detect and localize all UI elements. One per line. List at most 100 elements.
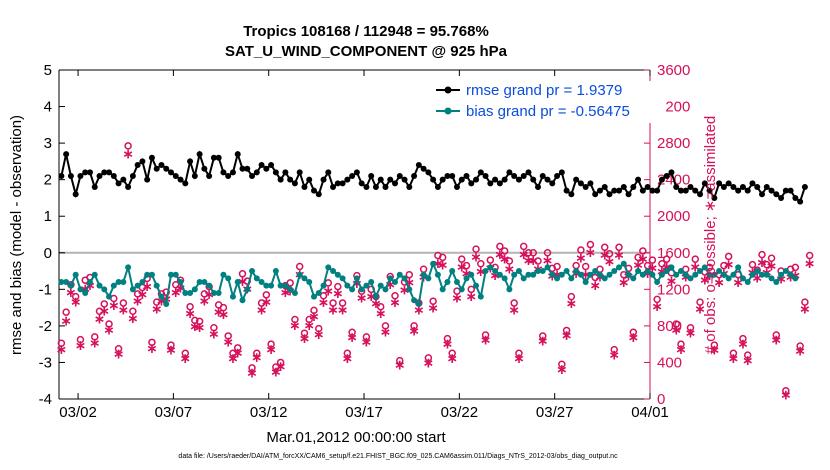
rmse-point: [673, 183, 680, 190]
obs-possible-marker: [519, 242, 528, 251]
bias-point: [258, 279, 265, 286]
bias-point: [396, 271, 403, 278]
obs-assimilated-marker: ∗: [194, 320, 206, 336]
rmse-point: [744, 187, 751, 194]
obs-possible-marker: [743, 351, 752, 359]
rmse-point: [511, 173, 518, 180]
obs-assimilated-marker: ∗: [322, 283, 334, 299]
bias-point: [635, 268, 642, 275]
obs-assimilated-marker: ∗: [451, 291, 463, 307]
obs-possible-marker: [105, 320, 113, 328]
chart-subtitle: SAT_U_WIND_COMPONENT @ 925 hPa: [225, 43, 508, 60]
rmse-point: [468, 180, 475, 187]
bias-point: [568, 275, 575, 282]
bias-point: [749, 271, 756, 278]
rmse-point: [129, 173, 136, 180]
rmse-point: [601, 183, 608, 190]
bias-point: [415, 300, 422, 307]
bias-point: [582, 279, 589, 286]
obs-possible-marker: [672, 320, 680, 328]
rmse-point: [253, 169, 260, 176]
bias-point: [115, 279, 122, 286]
rmse-point: [234, 151, 241, 158]
obs-possible-marker: [410, 322, 418, 330]
bias-point: [282, 282, 289, 289]
obs-assimilated-marker: ∗: [365, 289, 377, 305]
obs-assimilated-marker: ∗: [265, 342, 277, 358]
obs-possible-marker: [324, 279, 333, 287]
bias-point: [244, 286, 251, 293]
y-tick-label-right: 2000: [657, 208, 690, 225]
chart-title: Tropics 108168 / 112948 = 95.768%: [243, 23, 489, 40]
obs-possible-marker: [562, 326, 571, 335]
obs-possible-marker: [262, 291, 271, 299]
bias-point: [492, 268, 499, 275]
bias-point: [201, 279, 208, 286]
rmse-point: [434, 183, 441, 190]
obs-assimilated-marker: ∗: [461, 266, 473, 282]
bias-point: [730, 271, 737, 278]
rmse-point: [301, 183, 308, 190]
obs-possible-marker: [586, 240, 595, 249]
rmse-point: [668, 169, 675, 176]
obs-assimilated-marker: ∗: [103, 323, 115, 339]
bias-point: [401, 275, 408, 282]
obs-assimilated-marker: ∗: [556, 362, 568, 378]
rmse-point: [720, 183, 727, 190]
rmse-point: [382, 183, 389, 190]
obs-assimilated-marker: ∗: [132, 293, 144, 309]
obs-assimilated-marker: ∗: [260, 294, 272, 310]
bias-point: [496, 271, 503, 278]
obs-possible-marker: [219, 303, 228, 312]
obs-assimilated-marker: ∗: [141, 279, 153, 295]
bias-point: [177, 279, 184, 286]
bias-point: [515, 268, 522, 275]
bias-point: [129, 286, 136, 293]
obs-assimilated-marker: ∗: [456, 260, 468, 276]
legend: rmse grand pr = 1.9379 bias grand pr = -…: [431, 81, 665, 123]
y-tick-label-right: 400: [657, 354, 682, 371]
bias-point: [673, 271, 680, 278]
bias-point: [596, 271, 603, 278]
obs-assimilated-marker: ∗: [756, 255, 768, 271]
x-tick-label: 03/27: [536, 404, 574, 421]
bias-point: [444, 279, 451, 286]
rmse-point: [534, 183, 541, 190]
rmse-point: [225, 173, 232, 180]
obs-assimilated-marker: ∗: [675, 342, 687, 358]
rmse-point: [458, 176, 465, 183]
rmse-point: [544, 176, 551, 183]
obs-possible-marker: [801, 298, 809, 306]
obs-assimilated-marker: ∗: [580, 267, 592, 283]
rmse-point: [249, 173, 256, 180]
bias-point: [706, 271, 713, 278]
bias-point: [363, 282, 370, 289]
rmse-point: [501, 176, 508, 183]
bias-point: [67, 282, 74, 289]
rmse-point: [663, 173, 670, 180]
rmse-point: [682, 187, 689, 194]
obs-possible-marker: [71, 292, 80, 301]
x-axis-label: Mar.01,2012 00:00:00 start: [266, 429, 446, 446]
obs-assimilated-marker: ∗: [551, 267, 563, 283]
bias-point: [768, 275, 775, 282]
rmse-point: [244, 165, 251, 172]
rmse-point: [210, 154, 217, 161]
obs-possible-marker: [76, 335, 85, 344]
y-tick-label: 0: [44, 245, 52, 262]
obs-assimilated-marker: ∗: [151, 302, 163, 318]
obs-assimilated-marker: ∗: [766, 259, 778, 275]
bias-point: [291, 289, 298, 296]
obs-possible-marker: [796, 342, 804, 350]
rmse-point: [687, 183, 694, 190]
obs-possible-marker: [334, 282, 342, 291]
bias-point: [520, 275, 527, 282]
obs-assimilated-marker: ∗: [351, 276, 363, 292]
bias-point: [206, 282, 213, 289]
obs-possible-marker: [253, 349, 261, 358]
x-tick-label: 04/01: [631, 404, 669, 421]
rmse-point: [187, 158, 194, 165]
obs-possible-marker: [500, 247, 509, 255]
obs-possible-marker: [224, 332, 232, 340]
bias-point: [701, 264, 708, 271]
